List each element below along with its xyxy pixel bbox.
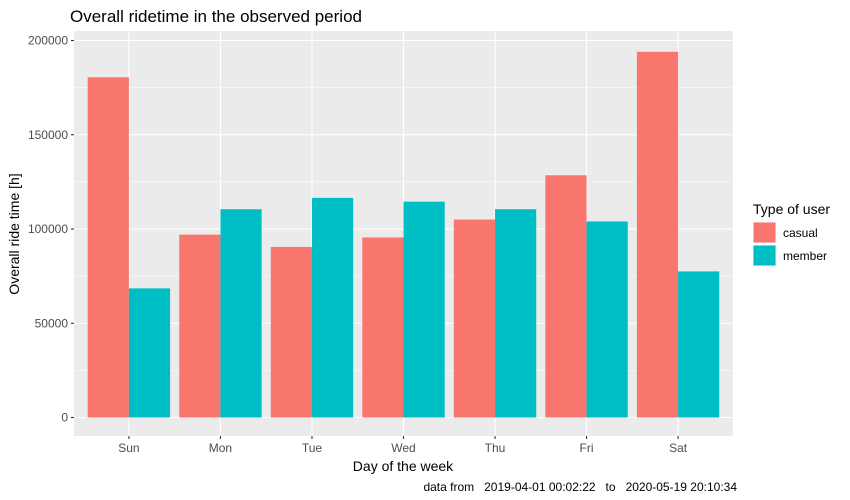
legend-swatch-member [753,245,776,266]
y-axis: 0 50000 100000 150000 200000 [28,34,74,425]
chart-title: Overall ridetime in the observed period [70,7,362,26]
x-axis: Sun Mon Tue Wed Thu Fri Sat [118,436,688,455]
y-tick-label: 50000 [35,316,69,330]
legend-swatch-casual [753,222,776,243]
bar-casual-Tue [270,246,312,418]
bar-member-Mon [220,209,262,418]
legend-title: Type of user [753,201,830,217]
x-tick-label: Wed [391,441,415,455]
x-tick-label: Tue [302,441,323,455]
legend-label-casual: casual [783,226,818,240]
bar-casual-Thu [453,219,496,418]
bar-member-Tue [311,197,354,418]
x-tick-label: Mon [209,441,232,455]
y-tick-label: 200000 [28,34,68,48]
legend-label-member: member [783,249,827,263]
legend: Type of user casual member [753,201,830,266]
x-axis-title: Day of the week [353,458,454,474]
bar-casual-Sat [636,51,679,418]
bar-casual-Fri [545,175,587,418]
caption: data from 2019-04-01 00:02:22 to 2020-05… [423,480,737,494]
bars [87,51,720,418]
y-axis-title: Overall ride time [h] [6,173,22,294]
x-tick-label: Sun [118,441,139,455]
y-tick-label: 150000 [28,128,68,142]
bar-casual-Mon [179,234,221,418]
x-tick-label: Fri [580,441,594,455]
plot-panel [74,31,733,436]
bar-member-Sat [678,271,720,418]
x-tick-label: Thu [485,441,506,455]
bar-member-Fri [586,221,628,418]
y-tick-label: 100000 [28,222,68,236]
bar-casual-Wed [362,237,404,418]
bar-member-Wed [403,201,445,418]
y-tick-label: 0 [61,411,68,425]
bar-casual-Sun [87,77,129,418]
bar-member-Sun [128,288,171,418]
x-tick-label: Sat [669,441,688,455]
bar-member-Thu [495,209,537,418]
